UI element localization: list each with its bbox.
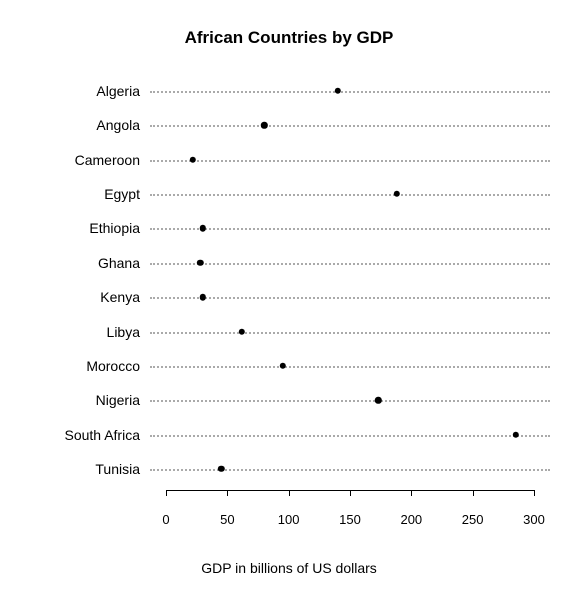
y-tick-label: Kenya [100, 289, 140, 305]
row-guide [150, 435, 550, 437]
y-tick-label: Egypt [104, 186, 140, 202]
data-point [218, 466, 224, 472]
data-point [335, 88, 341, 94]
y-tick-label: Morocco [86, 358, 140, 374]
x-tick-label: 200 [400, 512, 422, 527]
data-point [512, 431, 518, 437]
y-tick-label: Algeria [96, 83, 140, 99]
y-tick-label: Ghana [98, 255, 140, 271]
row-guide [150, 91, 550, 93]
data-point [239, 328, 245, 334]
row-guide [150, 366, 550, 368]
y-tick-label: Angola [96, 117, 140, 133]
x-tick-label: 100 [278, 512, 300, 527]
y-tick-label: Cameroon [75, 152, 140, 168]
x-tick-label: 0 [162, 512, 169, 527]
data-point [197, 260, 203, 266]
row-guide [150, 400, 550, 402]
x-axis-label: GDP in billions of US dollars [0, 560, 578, 576]
row-guide [150, 160, 550, 162]
data-point [200, 294, 206, 300]
row-guide [150, 194, 550, 196]
x-tick-label: 50 [220, 512, 234, 527]
row-guide [150, 228, 550, 230]
row-guide [150, 297, 550, 299]
y-tick-label: Nigeria [96, 392, 140, 408]
x-tick [534, 490, 535, 496]
data-point [393, 191, 399, 197]
data-point [190, 157, 196, 163]
chart-title: African Countries by GDP [0, 28, 578, 48]
x-tick-label: 300 [523, 512, 545, 527]
x-tick-label: 150 [339, 512, 361, 527]
y-tick-label: Libya [107, 324, 140, 340]
plot-area [150, 70, 550, 490]
data-point [261, 122, 267, 128]
row-guide [150, 332, 550, 334]
y-tick-label: Ethiopia [89, 220, 140, 236]
row-guide [150, 125, 550, 127]
data-point [279, 363, 285, 369]
row-guide [150, 263, 550, 265]
row-guide [150, 469, 550, 471]
data-point [200, 225, 206, 231]
y-tick-label: Tunisia [95, 461, 140, 477]
x-axis-line [166, 490, 534, 491]
gdp-dot-chart: African Countries by GDP GDP in billions… [0, 0, 578, 602]
x-tick-label: 250 [462, 512, 484, 527]
y-tick-label: South Africa [65, 427, 141, 443]
data-point [375, 397, 381, 403]
